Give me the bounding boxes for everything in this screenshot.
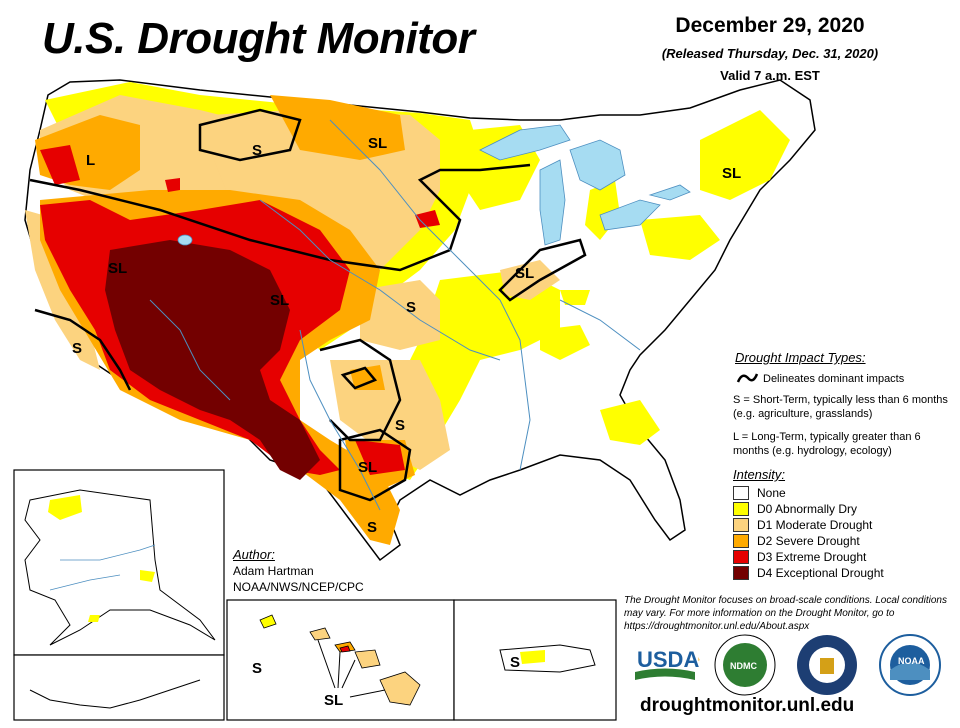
intensity-label-4: D3 Extreme Drought — [757, 550, 867, 564]
aleutian-islands — [29, 679, 201, 709]
author-heading: Author: — [233, 547, 275, 562]
alaska-d0-south — [140, 570, 155, 582]
map-label-sl-maine: SL — [722, 165, 741, 182]
svg-text:USDA: USDA — [637, 647, 699, 672]
great-salt-lake — [177, 234, 193, 246]
map-label-s-puerto-rico: S — [510, 654, 520, 671]
map-label-s-hawaii: S — [252, 660, 262, 677]
intensity-swatch-5 — [733, 566, 749, 580]
svg-text:NDMC: NDMC — [730, 661, 757, 671]
map-label-s-montana: S — [252, 142, 262, 159]
alaska-shape — [24, 489, 216, 646]
intensity-swatch-3 — [733, 534, 749, 548]
intensity-swatch-2 — [733, 518, 749, 532]
map-label-s-kansas: S — [406, 299, 416, 316]
intensity-swatch-1 — [733, 502, 749, 516]
great-lakes — [479, 124, 691, 246]
noaa-logo: NOAA — [879, 634, 941, 696]
map-label-s-texas-north: S — [395, 417, 405, 434]
map-label-sl-nevada: SL — [108, 260, 127, 277]
aleutians-inset — [13, 654, 225, 721]
impact-long-term-label: L = Long-Term, typically greater than 6 … — [733, 431, 921, 457]
svg-text:NOAA: NOAA — [898, 656, 925, 666]
intensity-label-5: D4 Exceptional Drought — [757, 566, 884, 580]
usda-logo: USDA — [632, 640, 699, 682]
website-link[interactable]: droughtmonitor.unl.edu — [640, 695, 855, 716]
map-date: December 29, 2020 — [675, 14, 865, 37]
map-label-s-texas-south: S — [367, 519, 377, 536]
d4-areas — [105, 240, 320, 480]
intensity-swatch-4 — [733, 550, 749, 564]
release-date: (Released Thursday, Dec. 31, 2020) — [661, 46, 879, 61]
author-org: NOAA/NWS/NCEP/CPC — [233, 580, 364, 594]
rivers — [149, 119, 641, 511]
intensity-heading: Intensity: — [733, 467, 786, 482]
intensity-label-2: D1 Moderate Drought — [757, 518, 873, 532]
map-label-s-california: S — [72, 340, 82, 357]
alaska-rivers — [49, 544, 156, 591]
ndmc-logo: NDMC — [714, 634, 776, 696]
intensity-legend: None D0 Abnormally Dry D1 Moderate Drought… — [733, 486, 948, 586]
intensity-label-3: D2 Severe Drought — [757, 534, 860, 548]
author-name: Adam Hartman — [233, 564, 314, 578]
valid-time: Valid 7 a.m. EST — [720, 68, 820, 83]
intensity-swatch-0 — [733, 486, 749, 500]
impact-line-symbol — [736, 373, 759, 383]
impact-types-heading: Drought Impact Types: — [735, 350, 866, 365]
map-label-sl-texas: SL — [358, 459, 377, 476]
intensity-label-1: D0 Abnormally Dry — [757, 502, 858, 516]
map-label-sl-hawaii: SL — [324, 692, 343, 709]
alaska-d0-kenai — [88, 615, 100, 622]
disclaimer-text: The Drought Monitor focuses on broad-sca… — [624, 595, 947, 632]
map-label-sl-indiana: SL — [515, 265, 534, 282]
map-label-l-oregon: L — [86, 152, 95, 169]
page-title: U.S. Drought Monitor — [42, 14, 475, 63]
alaska-d0-north — [48, 495, 82, 520]
commerce-logo — [797, 635, 857, 695]
intensity-label-0: None — [757, 486, 786, 500]
map-label-sl-montana: SL — [368, 135, 387, 152]
hawaii-islands — [259, 614, 421, 706]
map-label-sl-colorado: SL — [270, 292, 289, 309]
pr-d0 — [520, 650, 545, 664]
impact-short-term-label: S = Short-Term, typically less than 6 mo… — [733, 394, 948, 420]
hawaii-leader-lines — [317, 639, 386, 698]
impact-delineates-label: Delineates dominant impacts — [763, 373, 905, 385]
